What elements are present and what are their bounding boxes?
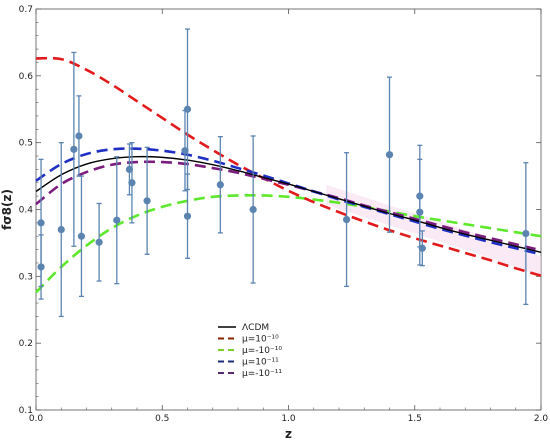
data-point <box>342 152 351 288</box>
data-point <box>216 136 224 234</box>
data-point <box>70 51 78 247</box>
plot-frame <box>35 8 542 411</box>
y-axis-label: fσ8(z) <box>0 189 14 230</box>
data-marker <box>385 151 394 159</box>
data-point <box>249 135 257 284</box>
legend-item: μ=-10⁻¹¹ <box>218 369 282 379</box>
data-point <box>385 76 394 233</box>
data-marker <box>416 208 424 216</box>
data-point <box>37 158 45 288</box>
data-point <box>143 146 151 255</box>
plot-area-border <box>35 8 542 411</box>
x-tick-label: 1.0 <box>281 414 296 424</box>
data-marker <box>95 238 103 246</box>
legend-item: μ=10⁻¹¹ <box>218 358 279 368</box>
data-point <box>125 143 134 196</box>
x-tick-label: 0.5 <box>155 414 169 424</box>
data-point <box>57 142 65 318</box>
data-marker <box>113 216 121 224</box>
y-tick-label: 0.6 <box>19 72 34 82</box>
legend: ΛCDM μ=10⁻¹⁰μ=-10⁻¹⁰ μ=10⁻¹¹μ=-10⁻¹¹ <box>218 323 282 379</box>
data-marker <box>522 229 530 238</box>
data-point <box>522 162 530 306</box>
y-tick-label: 0.4 <box>19 206 34 216</box>
data-marker <box>75 132 83 140</box>
data-marker <box>181 147 189 155</box>
axis-ticks: 0.0 0.5 1.0 1.5 2.0 0.1 0.2 0.3 0.4 0.5 0.6 0.7 <box>19 5 549 424</box>
data-marker <box>77 232 86 240</box>
data-point <box>113 156 121 285</box>
lcdm-curve <box>35 155 542 253</box>
y-tick-label: 0.5 <box>19 139 33 149</box>
data-point <box>95 202 103 282</box>
y-tick-label: 0.2 <box>19 339 33 349</box>
data-marker <box>37 219 45 227</box>
y-tick-label: 0.1 <box>19 406 33 416</box>
mu-pos-1e-10-curve <box>35 56 542 277</box>
data-point <box>183 28 192 191</box>
data-marker <box>249 205 257 214</box>
data-marker <box>183 212 192 220</box>
data-marker <box>216 181 224 189</box>
data-point <box>128 142 136 224</box>
data-marker <box>70 145 78 153</box>
data-point <box>75 95 83 177</box>
legend-label: μ=-10⁻¹¹ <box>242 369 282 379</box>
uncertainty-band <box>326 184 541 277</box>
x-tick-label: 1.5 <box>408 414 422 424</box>
y-tick-label: 0.7 <box>19 5 33 15</box>
legend-label: μ=10⁻¹¹ <box>242 358 279 368</box>
x-tick-label: 2.0 <box>534 414 549 424</box>
data-marker <box>183 105 192 113</box>
data-marker <box>125 165 134 173</box>
y-tick-label: 0.3 <box>19 272 33 282</box>
legend-item: ΛCDM <box>218 323 269 333</box>
legend-label: ΛCDM <box>242 323 269 333</box>
data-point <box>77 175 86 298</box>
legend-label: μ=10⁻¹⁰ <box>242 335 279 345</box>
model-curves <box>35 56 542 294</box>
x-tick-label: 0.0 <box>29 414 44 424</box>
mu-neg-1e-10-curve <box>35 193 542 294</box>
data-marker <box>143 197 151 205</box>
data-marker <box>342 215 351 224</box>
data-marker <box>57 225 65 234</box>
legend-item: μ=-10⁻¹⁰ <box>218 346 282 356</box>
data-marker <box>418 244 426 252</box>
data-marker <box>128 179 136 187</box>
observation-points <box>37 28 530 318</box>
x-axis-label: z <box>285 427 292 441</box>
legend-label: μ=-10⁻¹⁰ <box>242 346 282 356</box>
legend-item: μ=10⁻¹⁰ <box>218 335 279 345</box>
data-point <box>418 230 426 267</box>
